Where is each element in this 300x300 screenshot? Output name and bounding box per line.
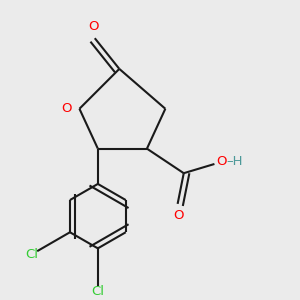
Text: Cl: Cl: [91, 285, 104, 298]
Text: Cl: Cl: [26, 248, 39, 260]
Text: O: O: [61, 102, 72, 115]
Text: O: O: [88, 20, 98, 33]
Text: O: O: [216, 155, 226, 168]
Text: O: O: [174, 209, 184, 222]
Text: –H: –H: [227, 155, 243, 168]
